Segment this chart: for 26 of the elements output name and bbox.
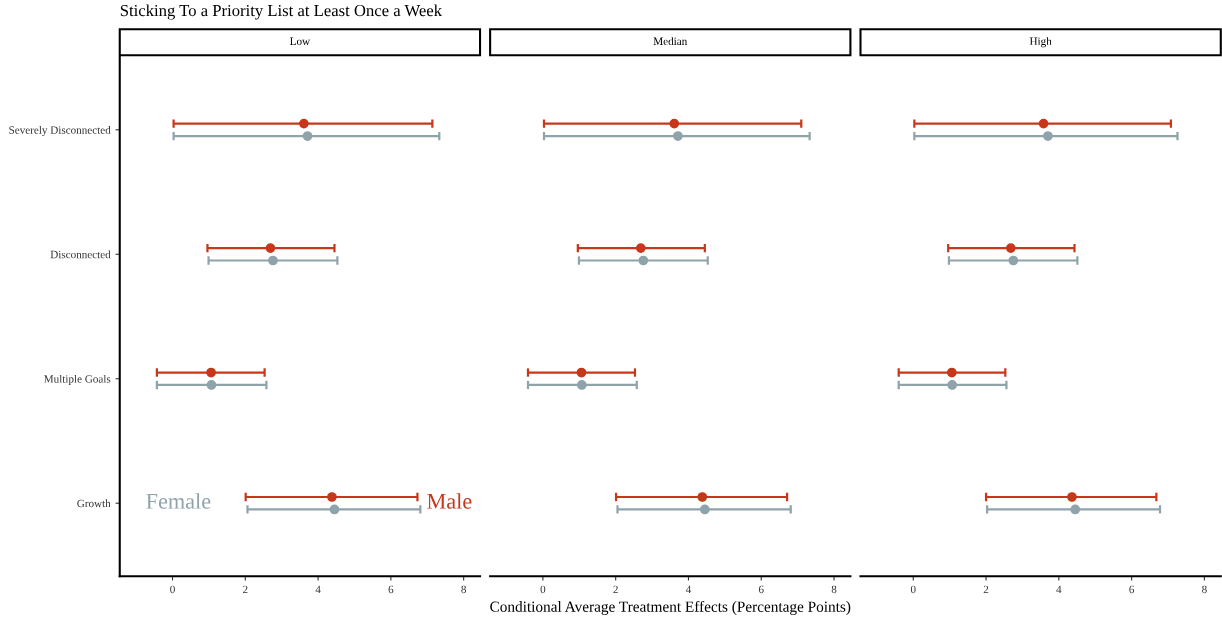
- x-tick-label: 4: [1056, 585, 1062, 594]
- x-tick-label: 8: [1202, 585, 1207, 594]
- x-tick-label: 4: [315, 585, 321, 594]
- y-tick-label: Disconnected: [50, 250, 111, 259]
- y-tick-label: Multiple Goals: [44, 374, 111, 385]
- text: Female: [146, 493, 211, 509]
- y-tick-label: Severely Disconnected: [9, 125, 111, 137]
- x-tick-label: 8: [461, 585, 467, 594]
- x-tick-label: 4: [685, 585, 692, 594]
- chart-title: Sticking To a Priority List at Least Once a Week: [120, 4, 443, 20]
- x-tick-label: 2: [613, 585, 618, 594]
- chart-subtitle: High: [1029, 37, 1052, 48]
- chart-subtitle: Median: [653, 37, 688, 45]
- x-tick-label: 6: [1129, 585, 1135, 594]
- chart-subtitle: Low: [290, 37, 311, 45]
- x-tick-label: 0: [910, 585, 916, 594]
- text: Male: [427, 493, 472, 509]
- x-tick-label: 6: [758, 585, 764, 594]
- x-tick-label: 6: [388, 585, 394, 594]
- x-axis-title: Conditional Average Treatment Effects (Percentage Points): [490, 600, 851, 615]
- x-tick-label: 8: [831, 585, 837, 594]
- x-tick-label: 0: [170, 585, 175, 594]
- x-tick-label: 2: [243, 585, 248, 594]
- x-tick-label: 2: [983, 585, 989, 594]
- y-tick-label: Growth: [77, 499, 111, 508]
- x-tick-label: 0: [540, 585, 546, 594]
